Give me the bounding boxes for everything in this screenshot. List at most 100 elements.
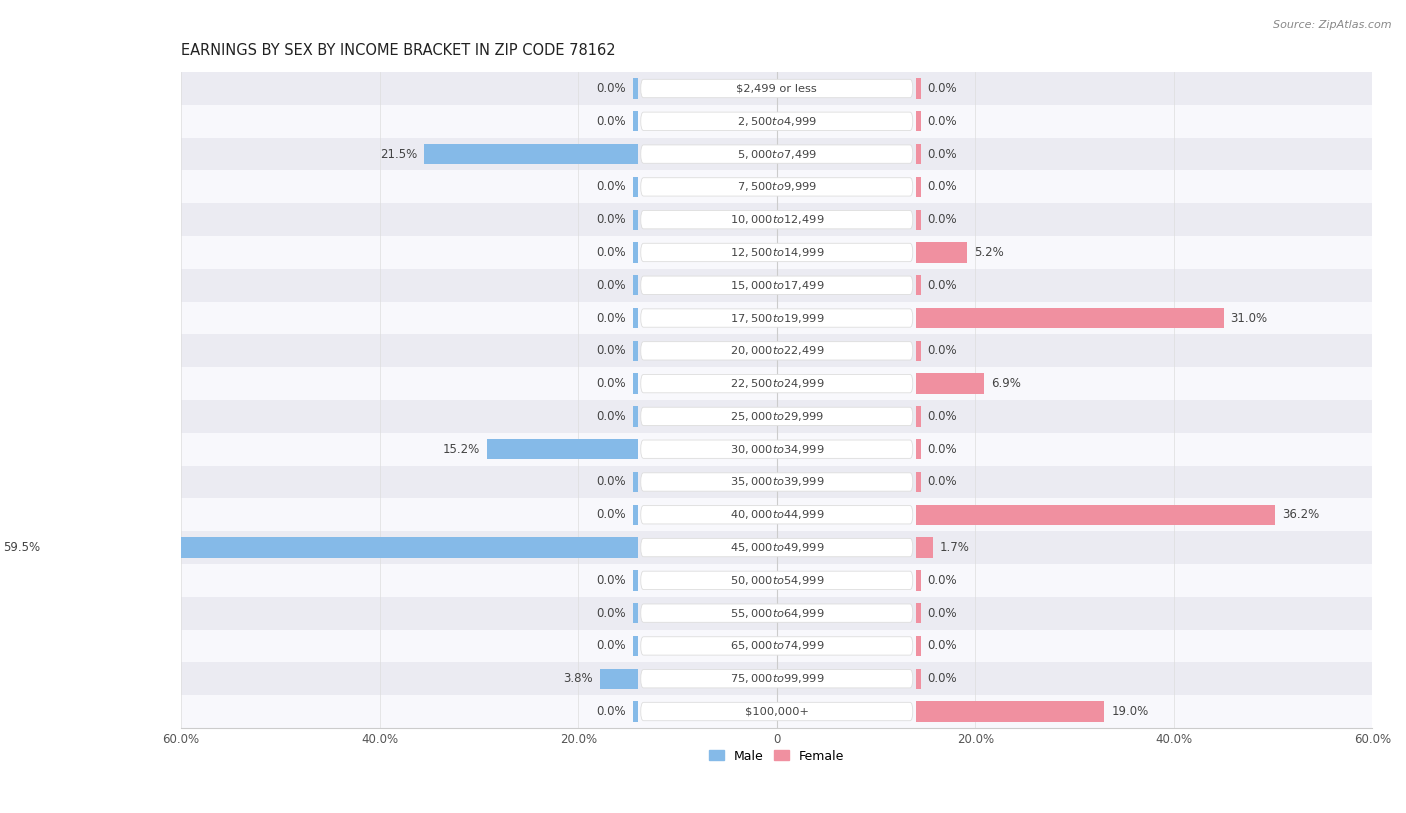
FancyBboxPatch shape bbox=[641, 604, 912, 622]
Text: 3.8%: 3.8% bbox=[564, 672, 593, 685]
Legend: Male, Female: Male, Female bbox=[704, 745, 849, 767]
Bar bbox=[181, 629, 1372, 663]
Bar bbox=[181, 433, 1372, 466]
Text: $22,500 to $24,999: $22,500 to $24,999 bbox=[730, 377, 824, 390]
Bar bbox=[181, 663, 1372, 695]
FancyBboxPatch shape bbox=[641, 243, 912, 262]
Bar bbox=[915, 570, 921, 590]
Bar bbox=[915, 603, 921, 624]
FancyBboxPatch shape bbox=[641, 702, 912, 720]
Bar bbox=[633, 373, 638, 393]
Text: 0.0%: 0.0% bbox=[596, 574, 626, 587]
Text: 0.0%: 0.0% bbox=[928, 82, 957, 95]
Text: 0.0%: 0.0% bbox=[928, 213, 957, 226]
Bar bbox=[633, 406, 638, 427]
Text: 21.5%: 21.5% bbox=[380, 148, 418, 161]
Bar bbox=[600, 668, 638, 689]
Text: 0.0%: 0.0% bbox=[596, 606, 626, 620]
Text: $55,000 to $64,999: $55,000 to $64,999 bbox=[730, 606, 824, 620]
Bar bbox=[181, 367, 1372, 400]
Bar bbox=[633, 308, 638, 328]
Text: 15.2%: 15.2% bbox=[443, 443, 479, 456]
Bar bbox=[915, 636, 921, 656]
Bar bbox=[915, 702, 1104, 722]
Bar bbox=[633, 210, 638, 230]
Bar bbox=[915, 505, 1275, 525]
FancyBboxPatch shape bbox=[641, 80, 912, 98]
Text: $12,500 to $14,999: $12,500 to $14,999 bbox=[730, 246, 824, 259]
Text: 0.0%: 0.0% bbox=[928, 410, 957, 423]
Text: $100,000+: $100,000+ bbox=[745, 706, 808, 716]
FancyBboxPatch shape bbox=[641, 341, 912, 360]
Bar bbox=[915, 668, 921, 689]
FancyBboxPatch shape bbox=[641, 178, 912, 196]
Text: 0.0%: 0.0% bbox=[596, 410, 626, 423]
Text: $50,000 to $54,999: $50,000 to $54,999 bbox=[730, 574, 824, 587]
FancyBboxPatch shape bbox=[641, 670, 912, 688]
Bar bbox=[46, 537, 638, 558]
Bar bbox=[633, 505, 638, 525]
Text: $75,000 to $99,999: $75,000 to $99,999 bbox=[730, 672, 824, 685]
Text: $17,500 to $19,999: $17,500 to $19,999 bbox=[730, 311, 824, 324]
Text: 0.0%: 0.0% bbox=[928, 345, 957, 358]
Text: Source: ZipAtlas.com: Source: ZipAtlas.com bbox=[1274, 20, 1392, 30]
Text: $10,000 to $12,499: $10,000 to $12,499 bbox=[730, 213, 824, 226]
Text: 0.0%: 0.0% bbox=[928, 115, 957, 128]
Bar bbox=[181, 400, 1372, 433]
Bar bbox=[633, 176, 638, 197]
Bar bbox=[915, 275, 921, 295]
Bar bbox=[181, 334, 1372, 367]
FancyBboxPatch shape bbox=[641, 506, 912, 524]
FancyBboxPatch shape bbox=[641, 538, 912, 557]
Text: 0.0%: 0.0% bbox=[928, 672, 957, 685]
Text: 0.0%: 0.0% bbox=[928, 574, 957, 587]
Text: 0.0%: 0.0% bbox=[928, 476, 957, 489]
Bar bbox=[181, 137, 1372, 171]
FancyBboxPatch shape bbox=[641, 637, 912, 655]
Bar bbox=[486, 439, 638, 459]
Bar bbox=[915, 242, 967, 263]
Bar bbox=[915, 210, 921, 230]
Bar bbox=[633, 341, 638, 361]
Text: 0.0%: 0.0% bbox=[596, 705, 626, 718]
Text: $15,000 to $17,499: $15,000 to $17,499 bbox=[730, 279, 824, 292]
Text: 19.0%: 19.0% bbox=[1111, 705, 1149, 718]
Bar bbox=[915, 341, 921, 361]
Bar bbox=[915, 144, 921, 164]
Text: 0.0%: 0.0% bbox=[596, 476, 626, 489]
Text: 0.0%: 0.0% bbox=[928, 148, 957, 161]
Text: 0.0%: 0.0% bbox=[596, 115, 626, 128]
Text: 0.0%: 0.0% bbox=[596, 180, 626, 193]
Text: 36.2%: 36.2% bbox=[1282, 508, 1319, 521]
Text: 0.0%: 0.0% bbox=[928, 180, 957, 193]
Text: 6.9%: 6.9% bbox=[991, 377, 1021, 390]
Text: 59.5%: 59.5% bbox=[3, 541, 41, 554]
FancyBboxPatch shape bbox=[641, 309, 912, 327]
Text: 31.0%: 31.0% bbox=[1230, 311, 1268, 324]
Text: 0.0%: 0.0% bbox=[928, 640, 957, 653]
Text: 0.0%: 0.0% bbox=[596, 213, 626, 226]
FancyBboxPatch shape bbox=[641, 407, 912, 425]
Text: 0.0%: 0.0% bbox=[928, 443, 957, 456]
Bar bbox=[915, 176, 921, 197]
Bar bbox=[633, 636, 638, 656]
Text: $45,000 to $49,999: $45,000 to $49,999 bbox=[730, 541, 824, 554]
Text: $35,000 to $39,999: $35,000 to $39,999 bbox=[730, 476, 824, 489]
FancyBboxPatch shape bbox=[641, 375, 912, 393]
Text: $20,000 to $22,499: $20,000 to $22,499 bbox=[730, 345, 824, 358]
Bar bbox=[181, 105, 1372, 137]
Bar bbox=[425, 144, 638, 164]
Bar bbox=[915, 78, 921, 98]
Text: 0.0%: 0.0% bbox=[596, 508, 626, 521]
Bar bbox=[181, 203, 1372, 236]
Bar bbox=[181, 236, 1372, 269]
Text: 5.2%: 5.2% bbox=[974, 246, 1004, 259]
Text: 0.0%: 0.0% bbox=[596, 377, 626, 390]
Bar bbox=[915, 439, 921, 459]
Bar bbox=[915, 111, 921, 132]
Bar bbox=[633, 78, 638, 98]
Text: $65,000 to $74,999: $65,000 to $74,999 bbox=[730, 640, 824, 653]
Bar bbox=[915, 406, 921, 427]
Bar bbox=[633, 242, 638, 263]
Bar bbox=[915, 308, 1223, 328]
